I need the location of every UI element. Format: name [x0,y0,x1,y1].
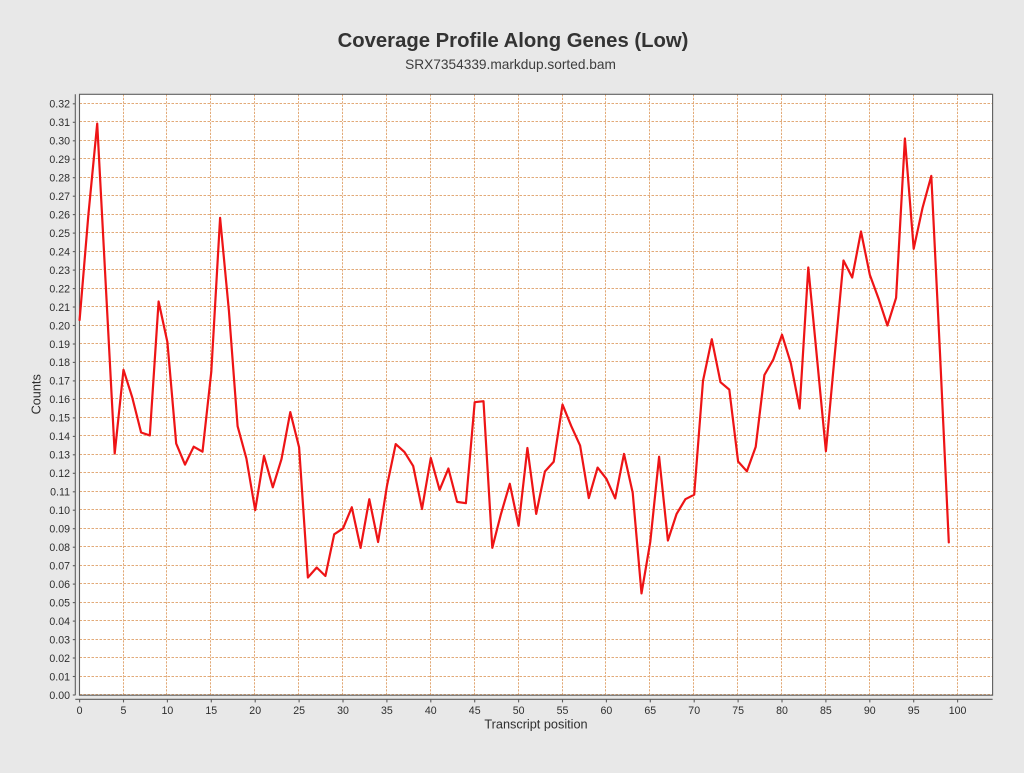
svg-text:0.02: 0.02 [49,653,70,665]
svg-text:0.10: 0.10 [49,505,70,517]
svg-text:30: 30 [337,705,349,717]
svg-text:50: 50 [513,705,525,717]
svg-text:0.16: 0.16 [49,394,70,406]
svg-text:25: 25 [293,705,305,717]
svg-text:0.22: 0.22 [49,283,70,295]
svg-text:65: 65 [644,705,656,717]
svg-text:20: 20 [249,705,261,717]
svg-text:40: 40 [425,705,437,717]
svg-text:10: 10 [162,705,174,717]
svg-text:0.07: 0.07 [49,561,70,573]
svg-text:80: 80 [776,705,788,717]
svg-text:95: 95 [908,705,920,717]
svg-text:0.04: 0.04 [49,616,70,628]
svg-text:0.06: 0.06 [49,579,70,591]
svg-text:0.23: 0.23 [49,265,70,277]
svg-text:5: 5 [121,705,127,717]
svg-text:0.24: 0.24 [49,246,70,258]
svg-text:0.05: 0.05 [49,597,70,609]
svg-text:Coverage Profile Along Genes (: Coverage Profile Along Genes (Low) [338,30,689,52]
svg-text:SRX7354339.markdup.sorted.bam: SRX7354339.markdup.sorted.bam [405,57,616,72]
svg-text:70: 70 [688,705,700,717]
svg-text:0.17: 0.17 [49,376,70,388]
svg-text:0.21: 0.21 [49,302,70,314]
svg-text:0.03: 0.03 [49,634,70,646]
svg-text:0.30: 0.30 [49,136,70,148]
svg-text:90: 90 [864,705,876,717]
svg-text:0.26: 0.26 [49,209,70,221]
svg-text:0.29: 0.29 [49,154,70,166]
svg-text:0.09: 0.09 [49,524,70,536]
svg-text:0.01: 0.01 [49,671,70,683]
svg-text:0.25: 0.25 [49,228,70,240]
svg-text:0.14: 0.14 [49,431,70,443]
svg-text:85: 85 [820,705,832,717]
svg-text:0.18: 0.18 [49,357,70,369]
svg-text:35: 35 [381,705,393,717]
svg-text:0.27: 0.27 [49,191,70,203]
svg-text:0.00: 0.00 [49,690,70,702]
svg-text:100: 100 [949,705,967,717]
svg-text:0.11: 0.11 [50,487,70,499]
svg-text:0.08: 0.08 [49,542,70,554]
svg-text:0.13: 0.13 [49,450,70,462]
svg-text:Transcript position: Transcript position [484,718,587,732]
svg-text:0.19: 0.19 [49,339,70,351]
svg-text:45: 45 [469,705,481,717]
svg-text:0.32: 0.32 [49,99,70,111]
svg-text:0.12: 0.12 [49,468,70,480]
svg-text:0.31: 0.31 [49,117,70,129]
svg-text:0: 0 [77,705,83,717]
svg-text:0.15: 0.15 [49,413,70,425]
svg-text:60: 60 [601,705,613,717]
svg-text:0.28: 0.28 [49,173,70,185]
svg-text:15: 15 [205,705,217,717]
svg-text:75: 75 [732,705,744,717]
svg-text:Counts: Counts [30,374,44,414]
svg-text:55: 55 [557,705,569,717]
svg-text:0.20: 0.20 [49,320,70,332]
